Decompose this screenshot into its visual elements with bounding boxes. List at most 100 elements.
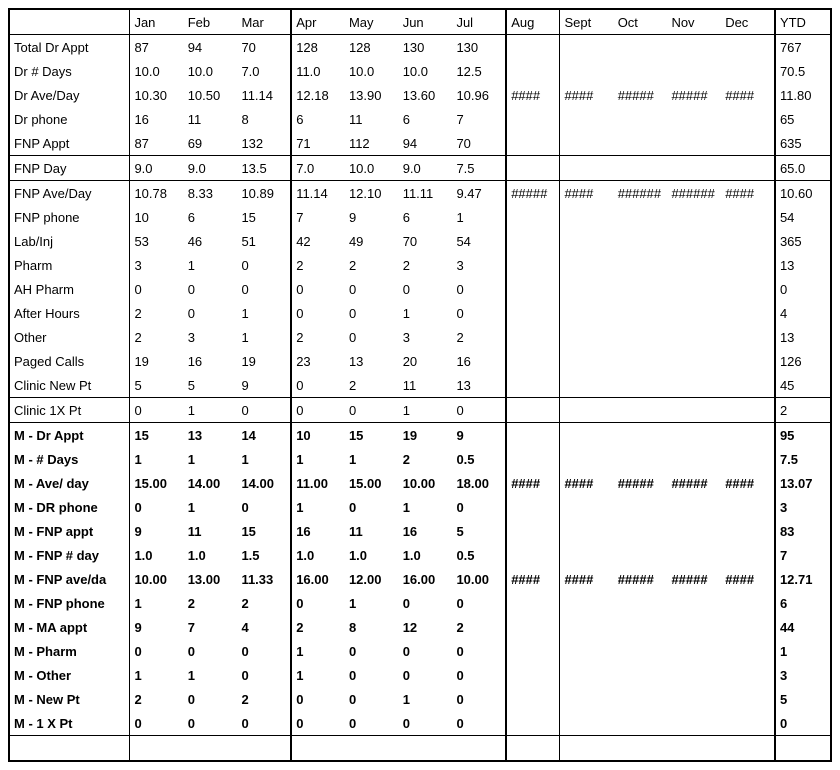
- cell: 11: [345, 107, 399, 131]
- table-row: AH Pharm00000000: [9, 277, 831, 301]
- cell: 1: [130, 447, 184, 471]
- cell: 23: [291, 349, 345, 373]
- cell: 1.0: [345, 543, 399, 567]
- cell: 128: [291, 35, 345, 60]
- cell: [614, 663, 668, 687]
- cell: #####: [506, 181, 560, 206]
- cell: 1: [399, 398, 453, 423]
- table-row: M - Dr Appt151314101519995: [9, 423, 831, 448]
- cell: 9: [452, 423, 506, 448]
- cell: 2: [184, 591, 238, 615]
- cell: [721, 325, 775, 349]
- cell: 49: [345, 229, 399, 253]
- cell-empty: [9, 736, 130, 762]
- col-header: Jul: [452, 9, 506, 35]
- row-label: M - FNP ave/da: [9, 567, 130, 591]
- cell: 1.0: [130, 543, 184, 567]
- row-label: M - Ave/ day: [9, 471, 130, 495]
- cell: [506, 205, 560, 229]
- cell: 15.00: [345, 471, 399, 495]
- cell: 112: [345, 131, 399, 156]
- cell: 11.14: [237, 83, 291, 107]
- cell: 65.0: [775, 156, 831, 181]
- cell: 0: [452, 398, 506, 423]
- cell: 365: [775, 229, 831, 253]
- cell: 7: [184, 615, 238, 639]
- cell: 7.0: [291, 156, 345, 181]
- header-row: JanFebMarAprMayJunJulAugSeptOctNovDecYTD: [9, 9, 831, 35]
- cell: 11.14: [291, 181, 345, 206]
- clinic-stats-table: JanFebMarAprMayJunJulAugSeptOctNovDecYTD…: [8, 8, 832, 762]
- cell: 11: [184, 519, 238, 543]
- cell: 1: [345, 447, 399, 471]
- cell: 53: [130, 229, 184, 253]
- cell: [560, 447, 614, 471]
- cell: [667, 398, 721, 423]
- cell: 4: [237, 615, 291, 639]
- table-row: FNP Day9.09.013.57.010.09.07.565.0: [9, 156, 831, 181]
- cell: 0: [452, 711, 506, 736]
- table-row: M - FNP phone12201006: [9, 591, 831, 615]
- cell-empty: [345, 736, 399, 762]
- cell: [667, 423, 721, 448]
- row-label: Dr # Days: [9, 59, 130, 83]
- cell: 18.00: [452, 471, 506, 495]
- cell: ####: [721, 471, 775, 495]
- col-header: Sept: [560, 9, 614, 35]
- cell: [667, 543, 721, 567]
- col-header: Nov: [667, 9, 721, 35]
- cell: 20: [399, 349, 453, 373]
- cell: [721, 495, 775, 519]
- cell: 0: [399, 711, 453, 736]
- cell: 10.0: [345, 156, 399, 181]
- cell: 0: [291, 398, 345, 423]
- cell: 0: [184, 639, 238, 663]
- cell: [667, 205, 721, 229]
- cell: 1.0: [291, 543, 345, 567]
- cell: [721, 423, 775, 448]
- cell: [721, 156, 775, 181]
- cell: [560, 349, 614, 373]
- cell: [614, 301, 668, 325]
- cell: [614, 349, 668, 373]
- cell: [667, 229, 721, 253]
- cell: [560, 423, 614, 448]
- cell: 12.00: [345, 567, 399, 591]
- cell: [560, 35, 614, 60]
- cell-empty: [237, 736, 291, 762]
- cell: 1.0: [184, 543, 238, 567]
- cell: 0: [184, 711, 238, 736]
- cell: 12.18: [291, 83, 345, 107]
- cell: [560, 277, 614, 301]
- table-row: Lab/Inj53465142497054365: [9, 229, 831, 253]
- cell: [560, 325, 614, 349]
- row-label: AH Pharm: [9, 277, 130, 301]
- cell: [560, 156, 614, 181]
- cell: 5: [130, 373, 184, 398]
- cell: [721, 349, 775, 373]
- cell: 7.5: [452, 156, 506, 181]
- cell: 1: [291, 447, 345, 471]
- cell: 1: [130, 591, 184, 615]
- cell: [614, 277, 668, 301]
- cell: [721, 543, 775, 567]
- cell: 0: [345, 301, 399, 325]
- cell: 5: [775, 687, 831, 711]
- cell: 14.00: [237, 471, 291, 495]
- cell: 2: [399, 253, 453, 277]
- cell: 1.0: [399, 543, 453, 567]
- cell: 0: [291, 711, 345, 736]
- row-label: Paged Calls: [9, 349, 130, 373]
- col-header: Oct: [614, 9, 668, 35]
- cell: [560, 373, 614, 398]
- cell: [506, 447, 560, 471]
- cell: 10.00: [399, 471, 453, 495]
- cell: 0: [452, 277, 506, 301]
- row-label: Clinic New Pt: [9, 373, 130, 398]
- row-label: M - DR phone: [9, 495, 130, 519]
- cell: [614, 711, 668, 736]
- cell-empty: [721, 736, 775, 762]
- cell: 6: [399, 107, 453, 131]
- table-row-empty: [9, 736, 831, 762]
- cell: [506, 59, 560, 83]
